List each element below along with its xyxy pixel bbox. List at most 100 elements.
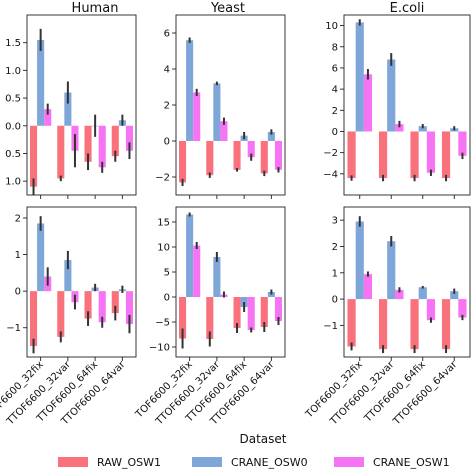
y-tick-label: 4 [332,85,338,96]
bar-raw-osw1 [378,299,388,350]
legend-label-crane-osw0: CRANE_OSW0 [231,456,308,469]
bar-crane-osw1 [44,109,52,126]
bar-raw-osw1 [441,131,451,179]
bar-raw-osw1 [347,131,356,179]
bar-raw-osw1 [260,297,268,327]
chart-panels: 1.0 0.5 0.0 0.5 1.0 1.5 Human −2 0 2 4 6 Yeast −4 −2 0 2… [0,1,471,428]
y-tick-label: 0 [164,137,170,148]
y-tick-label: 6 [164,29,170,40]
bar-crane-osw1 [426,131,436,173]
bar-raw-osw1 [410,131,419,179]
bar-crane-osw0 [387,241,396,300]
bar-crane-osw0 [37,39,45,126]
bar-raw-osw1 [111,291,119,314]
y-tick-label: 5 [164,268,170,279]
bar-crane-osw1 [426,299,436,321]
bar-crane-osw0 [64,92,72,126]
bar-crane-osw0 [37,223,45,292]
bar-raw-osw1 [410,299,419,350]
bar-crane-osw1 [98,291,106,323]
y-tick-label: 1 [332,268,338,279]
panel-4 [179,212,282,349]
bar-raw-osw1 [441,299,451,350]
bar-crane-osw1 [395,124,404,132]
panel-5 [347,216,467,354]
bar-raw-osw1 [179,297,187,339]
bar-crane-osw1 [125,125,133,151]
legend-swatch-crane-osw0 [192,457,222,467]
bar-raw-osw1 [206,141,214,176]
bar-crane-osw1 [395,289,404,300]
y-tick-label: 4 [164,65,170,76]
y-tick-label: 1 [15,250,21,261]
bar-crane-osw0 [418,287,427,300]
panel-title: Human [72,1,119,16]
y-tick-label: 0 [164,293,170,304]
panel-0 [30,28,133,195]
bar-crane-osw0 [186,40,194,142]
panel-frame [26,14,137,196]
bar-crane-osw1 [274,297,282,321]
y-tick-label: −4 [323,169,338,180]
y-tick-label: −1 [323,321,338,332]
y-tick-label: −5 [155,318,170,329]
panel-frame [175,206,286,358]
y-tick-label: 6 [332,63,338,74]
bar-raw-osw1 [260,141,268,174]
bar-raw-osw1 [30,291,38,347]
y-tick-label: −1 [6,323,21,334]
legend-label-crane-osw1: CRANE_OSW1 [373,456,450,469]
x-tick-label: TOF6600_32fix [303,359,365,421]
y-tick-label: 1.5 [5,38,21,49]
bar-crane-osw1 [220,121,228,141]
legend-swatch-raw-osw1 [58,457,88,467]
panel-title: Yeast [210,1,245,16]
y-tick-label: 0 [332,127,338,138]
bar-crane-osw1 [193,245,201,297]
bar-crane-osw1 [125,291,133,325]
panel-2 [347,19,467,182]
bar-crane-osw0 [213,257,221,297]
bar-crane-osw1 [363,274,373,300]
bar-raw-osw1 [233,297,241,328]
bar-crane-osw1 [98,125,106,168]
bar-crane-osw1 [363,74,373,132]
bar-crane-osw1 [458,131,467,156]
y-tick-label: 1.0 [5,177,21,188]
y-tick-label: 0.5 [5,149,21,160]
bar-raw-osw1 [84,291,92,319]
y-tick-label: 15 [157,218,170,229]
x-axis-title: Dataset [240,432,287,446]
bar-raw-osw1 [233,141,241,170]
y-tick-label: 8 [332,42,338,53]
bar-raw-osw1 [30,125,38,187]
y-tick-label: 2 [164,101,170,112]
bar-crane-osw0 [387,59,396,132]
y-tick-label: 0.5 [5,94,21,105]
bar-crane-osw0 [355,22,364,132]
y-tick-label: −2 [155,173,170,184]
bar-raw-osw1 [57,291,65,337]
bar-raw-osw1 [206,297,214,339]
legend-swatch-crane-osw1 [334,457,364,467]
y-tick-label: 10 [157,243,170,254]
bar-raw-osw1 [378,131,388,179]
bar-crane-osw1 [458,299,467,318]
y-tick-label: 0.0 [5,121,21,132]
bar-crane-osw0 [186,214,194,297]
bar-raw-osw1 [347,299,356,347]
panel-frame [343,14,471,196]
y-tick-label: −2 [323,148,338,159]
y-tick-label: −10 [149,343,170,354]
bar-crane-osw0 [418,126,427,132]
bar-raw-osw1 [179,141,187,183]
legend: RAW_OSW1 CRANE_OSW0 CRANE_OSW1 [58,456,450,469]
bar-crane-osw1 [274,141,282,170]
y-tick-label: 10 [325,21,338,32]
bar-crane-osw1 [247,297,255,330]
bar-raw-osw1 [84,125,92,162]
bar-raw-osw1 [57,125,65,179]
y-tick-label: 2 [332,106,338,117]
bar-crane-osw1 [193,92,201,141]
